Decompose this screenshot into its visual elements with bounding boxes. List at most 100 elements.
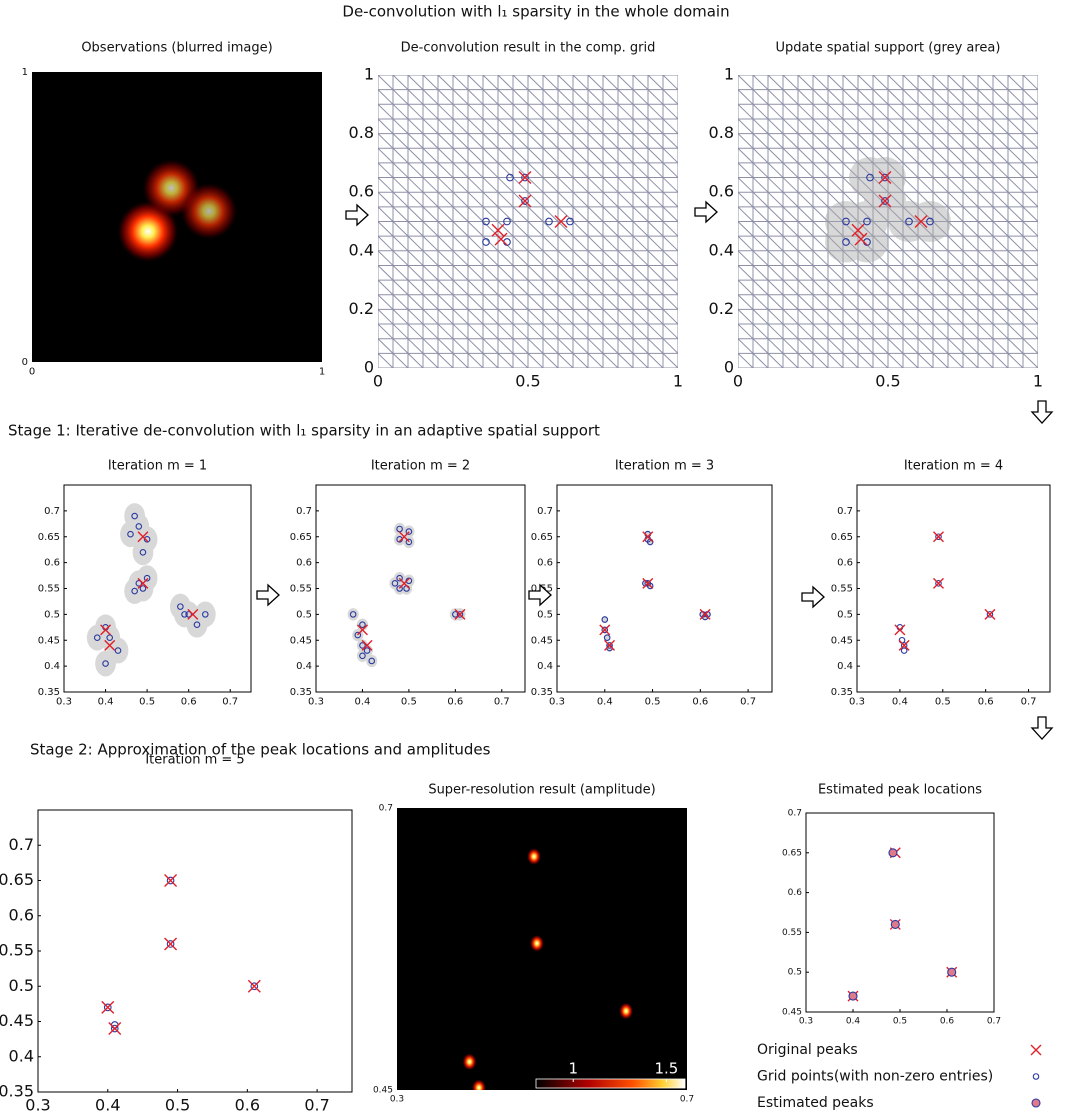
circle-marker (139, 585, 147, 592)
x-marker (101, 1000, 115, 1014)
intensity-peak (471, 1079, 486, 1090)
colorbar (535, 1078, 686, 1089)
x-marker (518, 194, 532, 208)
y-tick-label: 0.65 (290, 532, 312, 543)
x-tick-label: 0 (29, 367, 35, 378)
circle-marker (900, 647, 908, 654)
y-tick-label: 0.55 (0, 941, 34, 960)
circle-marker (131, 587, 138, 595)
y-tick-label: 0.6 (788, 888, 803, 898)
y-tick-label: 0.65 (38, 532, 60, 543)
x-tick-label: 0.7 (987, 1016, 1001, 1026)
y-tick-label: 0.6 (9, 905, 34, 924)
intensity-peak (529, 934, 544, 952)
circle-marker (405, 538, 413, 546)
plot-area (397, 808, 687, 1090)
support-disc (95, 650, 116, 677)
y-tick-label: 0.6 (537, 558, 553, 569)
support-disc (403, 574, 415, 587)
axes-box (856, 484, 1051, 693)
flow-arrow (528, 583, 552, 607)
support-disc (132, 539, 154, 566)
x-tick-label: 0.5 (515, 372, 540, 391)
x-marker (894, 624, 906, 636)
plot-area (738, 75, 1038, 368)
support-disc (136, 526, 158, 553)
x-marker (454, 608, 466, 620)
x-tick-label: 0.6 (978, 697, 994, 708)
y-tick-label: 0.45 (531, 635, 553, 646)
support-disc (394, 522, 406, 536)
circle-marker (181, 611, 188, 618)
y-tick-label: 0.5 (44, 609, 60, 620)
panel-title: Update spatial support (grey area) (776, 41, 1001, 56)
circle-marker (110, 1024, 119, 1033)
x-tick-label: 0.4 (597, 697, 613, 708)
x-tick-label: 0.5 (165, 1096, 190, 1115)
support-disc (120, 521, 141, 548)
x-marker (699, 608, 711, 620)
y-tick-label: 0 (364, 358, 374, 377)
x-marker (398, 531, 410, 543)
x-tick-label: 0.7 (680, 1094, 694, 1104)
x-tick-label: 0.5 (893, 1016, 907, 1026)
circle-marker (396, 585, 403, 592)
spatial-support (601, 530, 711, 652)
stage2-heading: Stage 2: Approximation of the peak locat… (30, 741, 491, 759)
x-marker (164, 937, 178, 951)
plot-area (378, 75, 678, 368)
axes-box (315, 484, 526, 693)
circle-marker (363, 647, 371, 654)
y-tick-label: 0.65 (0, 870, 34, 889)
axes-box (63, 484, 252, 693)
circle-marker (881, 197, 889, 205)
circle-marker (986, 611, 994, 618)
x-tick-label: 0.4 (354, 697, 370, 708)
axes-box (556, 484, 773, 693)
circle-marker (349, 611, 357, 618)
y-tick-label: 0.5 (837, 609, 853, 620)
circle-marker (193, 621, 201, 629)
y-tick-label: 0 (22, 357, 28, 368)
y-tick-label: 1 (364, 65, 374, 84)
support-disc (86, 624, 108, 651)
circle-marker (368, 657, 376, 665)
x-marker (398, 577, 410, 589)
y-tick-label: 0.2 (709, 299, 734, 318)
flow-arrow (1030, 400, 1054, 424)
support-disc (400, 582, 413, 595)
x-tick-label: 0.6 (447, 697, 463, 708)
circle-marker (482, 238, 490, 246)
circle-marker (503, 217, 511, 226)
y-tick-label: 0.8 (709, 123, 734, 142)
support-disc (449, 608, 461, 621)
circle-marker (926, 217, 934, 226)
flow-arrow (801, 585, 825, 609)
x-tick-label: 0.7 (1021, 697, 1037, 708)
circle-marker (102, 660, 109, 667)
x-marker (518, 171, 532, 185)
circle-marker (177, 603, 184, 610)
y-tick-label: 0.65 (782, 848, 802, 858)
x-tick-label: 1 (673, 372, 683, 391)
circle-marker (545, 217, 553, 226)
y-tick-label: 0.4 (44, 661, 60, 672)
support-disc (128, 513, 150, 540)
x-tick-label: 1 (319, 367, 325, 378)
x-marker (108, 1022, 122, 1036)
filled-marker (947, 967, 957, 977)
x-tick-label: 0.5 (645, 697, 661, 708)
x-tick-label: 0 (733, 372, 743, 391)
x-tick-label: 0.5 (875, 372, 900, 391)
x-marker (914, 215, 928, 228)
y-tick-label: 0.7 (379, 804, 393, 814)
support-disc (394, 533, 406, 546)
circle-marker (391, 580, 399, 587)
flow-arrow (345, 203, 369, 227)
x-marker (137, 577, 149, 589)
circle-marker (139, 548, 147, 556)
y-tick-label: 0.4 (296, 661, 312, 672)
x-marker (104, 639, 116, 651)
circle-marker (143, 536, 151, 543)
circle-marker (166, 876, 175, 885)
